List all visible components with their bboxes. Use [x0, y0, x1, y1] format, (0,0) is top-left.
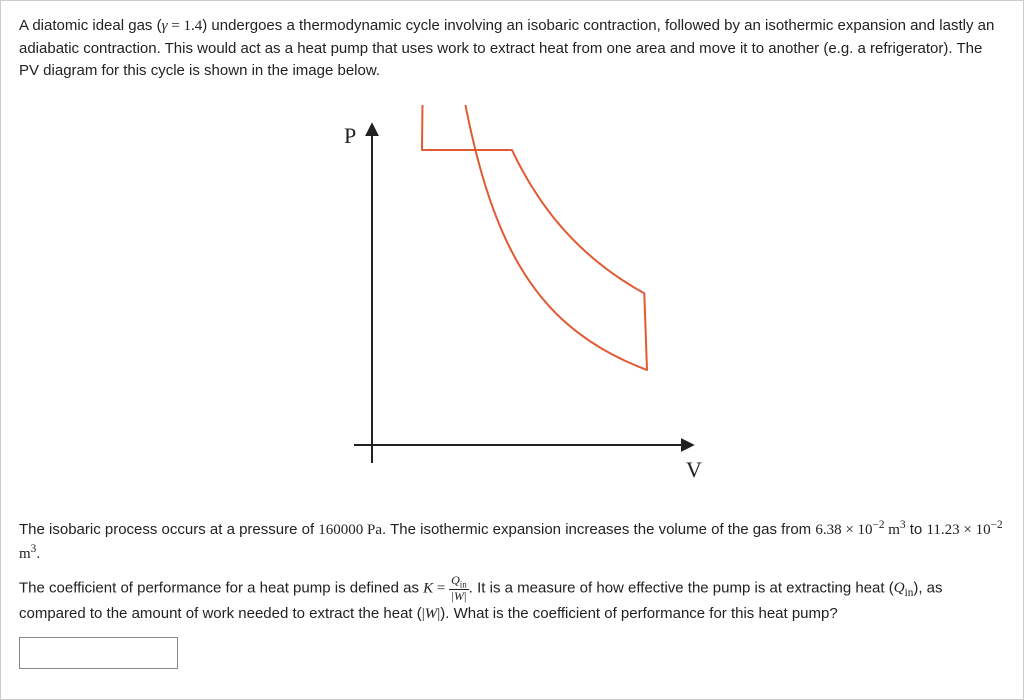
pv-diagram: PV [312, 105, 712, 485]
K-equals: = [433, 580, 449, 596]
intro-paragraph: A diatomic ideal gas (γ = 1.4) undergoes… [19, 15, 1005, 83]
K-symbol: K [423, 580, 433, 596]
p2-pre: The isobaric process occurs at a pressur… [19, 521, 318, 538]
p2-period: . [36, 545, 40, 562]
p3-post3: ). What is the coefficient of performanc… [440, 605, 837, 622]
v2-base: 10 [976, 522, 991, 538]
v1-base: 10 [858, 522, 873, 538]
fraction: Qin |W| [449, 574, 469, 603]
v1-coef: 6.38 [815, 522, 841, 538]
W-symbol: W [425, 606, 438, 622]
v1-exp: −2 [873, 519, 885, 531]
intro-prefix: A diatomic ideal gas ( [19, 17, 162, 34]
v2-exp: −2 [991, 519, 1003, 531]
v1-times: × [842, 522, 858, 538]
v2-coef: 11.23 [926, 522, 959, 538]
v2-times: × [960, 522, 976, 538]
gamma-equals: = [168, 18, 184, 34]
v1-unit: m [885, 522, 900, 538]
svg-text:V: V [686, 457, 702, 482]
v2-unit: m [19, 546, 31, 562]
problem-page: A diatomic ideal gas (γ = 1.4) undergoes… [0, 0, 1024, 700]
p2-mid: . The isothermic expansion increases the… [382, 521, 815, 538]
svg-text:P: P [344, 123, 356, 148]
values-paragraph: The isobaric process occurs at a pressur… [19, 517, 1005, 566]
gamma-value: 1.4 [183, 18, 202, 34]
p3-post1: . It is a measure of how effective the p… [469, 579, 894, 596]
Qin-Q: Q [894, 580, 905, 596]
p2-to: to [906, 521, 927, 538]
fraction-denominator: |W| [449, 590, 469, 603]
answer-input[interactable] [19, 637, 178, 669]
pressure-value: 160000 [318, 522, 363, 538]
p3-pre: The coefficient of performance for a hea… [19, 579, 423, 596]
definition-paragraph: The coefficient of performance for a hea… [19, 574, 1005, 626]
fraction-numerator: Qin [449, 574, 469, 591]
pv-diagram-container: PV [19, 105, 1005, 489]
pressure-unit: Pa [363, 522, 382, 538]
